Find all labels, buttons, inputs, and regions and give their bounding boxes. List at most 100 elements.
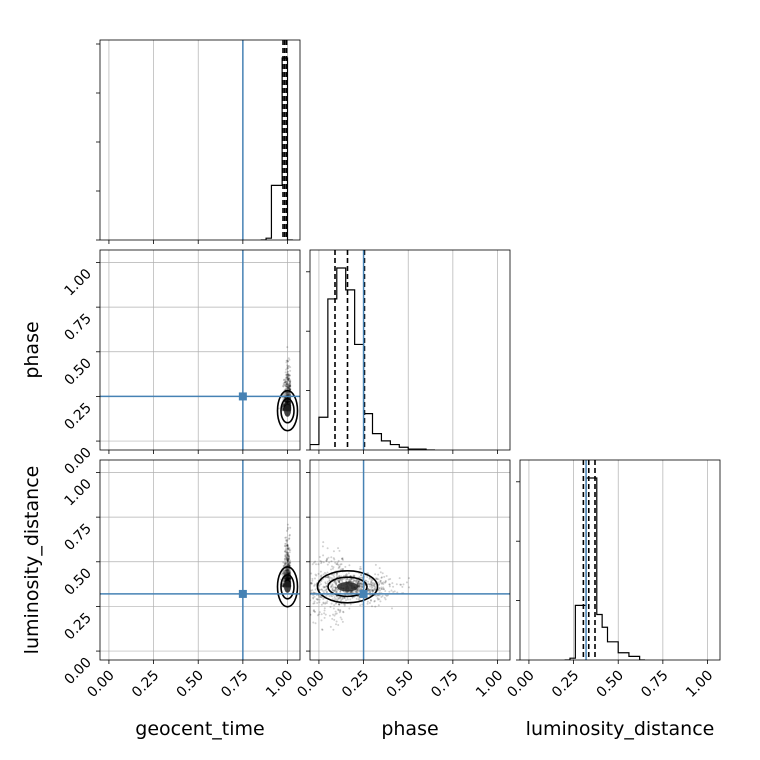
sample-point <box>288 402 291 405</box>
sample-point <box>287 392 290 395</box>
sample-point <box>287 572 290 575</box>
sample-point <box>288 383 291 386</box>
sample-point <box>307 591 309 593</box>
sample-point <box>287 570 290 573</box>
sample-point <box>385 594 388 597</box>
sample-point <box>316 614 319 617</box>
sample-point <box>285 401 288 404</box>
sample-point <box>285 402 288 405</box>
sample-point <box>287 386 290 389</box>
sample-point <box>329 625 332 628</box>
sample-point <box>285 399 288 402</box>
panel-plot-area <box>528 460 708 660</box>
sample-point <box>376 594 379 597</box>
sample-point <box>287 400 290 403</box>
sample-point <box>285 576 288 579</box>
sample-point <box>289 564 292 567</box>
sample-point <box>323 586 326 589</box>
sample-point <box>337 603 340 606</box>
sample-point <box>286 568 289 571</box>
sample-point <box>289 380 292 383</box>
sample-point <box>283 381 286 384</box>
sample-point <box>334 597 337 600</box>
sample-point <box>289 401 292 404</box>
sample-point <box>374 587 377 590</box>
sample-point <box>286 367 289 370</box>
sample-point <box>346 577 349 580</box>
sample-point <box>337 547 340 550</box>
sample-point <box>285 575 288 578</box>
sample-point <box>288 577 291 580</box>
sample-point <box>357 583 360 586</box>
sample-point <box>286 559 289 562</box>
sample-point <box>286 568 289 571</box>
sample-point <box>287 562 290 565</box>
sample-point <box>287 554 290 557</box>
sample-point <box>377 594 380 597</box>
sample-point <box>282 590 284 592</box>
sample-point <box>282 409 285 412</box>
sample-point <box>285 400 288 403</box>
sample-point <box>338 565 341 568</box>
sample-point <box>286 400 289 403</box>
sample-point <box>287 569 290 572</box>
sample-point <box>321 628 324 631</box>
sample-point <box>289 404 292 407</box>
sample-point <box>334 586 337 589</box>
sample-point <box>318 596 321 599</box>
sample-point <box>334 588 337 591</box>
sample-point <box>287 576 290 579</box>
contour-inner <box>280 573 295 600</box>
sample-point <box>325 591 328 594</box>
sample-point <box>289 382 292 385</box>
sample-point <box>312 594 315 597</box>
truth-marker <box>238 392 247 401</box>
sample-point <box>286 559 289 562</box>
sample-point <box>286 552 289 555</box>
sample-point <box>339 563 342 566</box>
sample-point <box>283 404 286 407</box>
sample-point <box>284 578 287 581</box>
sample-point <box>353 579 356 582</box>
sample-point <box>285 557 288 560</box>
sample-point <box>368 583 371 586</box>
sample-point <box>284 579 287 582</box>
sample-point <box>282 408 285 411</box>
sample-point <box>330 594 333 597</box>
sample-point <box>310 582 312 585</box>
sample-point <box>355 597 358 600</box>
sample-point <box>286 558 289 561</box>
sample-point <box>286 360 289 363</box>
sample-point <box>286 399 289 402</box>
sample-point <box>287 400 290 403</box>
sample-point <box>327 556 330 559</box>
sample-point <box>349 580 352 583</box>
sample-point <box>332 566 335 569</box>
sample-point <box>282 585 285 588</box>
sample-point <box>289 561 292 564</box>
sample-point <box>289 384 292 387</box>
sample-point <box>284 400 287 403</box>
sample-point <box>286 571 289 574</box>
histogram-luminosity-distance <box>564 477 645 660</box>
sample-point <box>285 373 288 376</box>
sample-point <box>287 373 290 376</box>
sample-point <box>286 568 289 571</box>
x-axis-label-luminosity-distance: luminosity_distance <box>526 718 715 740</box>
sample-point <box>286 399 289 402</box>
sample-point <box>287 382 290 385</box>
sample-point <box>343 574 346 577</box>
sample-point <box>286 561 289 564</box>
sample-point <box>311 579 314 582</box>
sample-point <box>368 601 371 604</box>
sample-point <box>346 598 349 601</box>
sample-point <box>320 562 323 565</box>
sample-point <box>284 381 287 384</box>
sample-point <box>389 577 392 580</box>
sample-point <box>286 370 289 373</box>
sample-point <box>331 583 334 586</box>
sample-point <box>370 588 373 591</box>
sample-point <box>388 583 391 586</box>
sample-point <box>289 366 292 369</box>
sample-point <box>283 571 286 574</box>
